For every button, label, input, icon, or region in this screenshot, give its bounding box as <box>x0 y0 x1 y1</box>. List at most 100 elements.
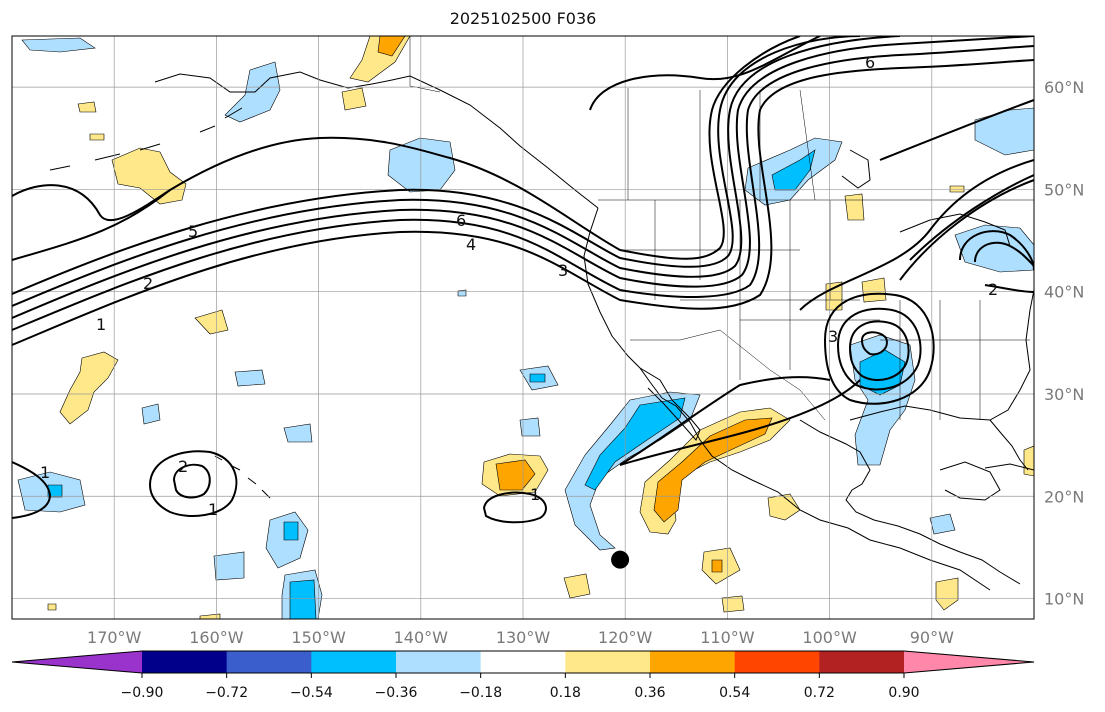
colorbar-tick-label: −0.18 <box>459 685 502 701</box>
colorbar-segment <box>650 651 736 673</box>
contour-low-outer <box>823 292 935 405</box>
contour-outer-3 <box>12 36 1034 319</box>
colorbar-segment <box>734 651 820 673</box>
colorbar-tick-label: 0.54 <box>719 685 750 701</box>
gulf-north-coast <box>849 369 1031 421</box>
neg-area-9 <box>929 513 956 535</box>
contour-label: 2 <box>988 280 998 299</box>
pos-area-small-12 <box>1023 445 1034 477</box>
map-title: 2025102500 F036 <box>449 9 597 28</box>
pos-area-small-9 <box>563 573 591 599</box>
latitude-label: 60°N <box>1044 78 1084 97</box>
neg-area-7 <box>213 551 245 581</box>
gulf-coast <box>799 419 1021 585</box>
pos-area-hawaii-n <box>59 351 119 425</box>
contour-alaska <box>12 184 171 222</box>
florida <box>989 419 1029 471</box>
east-coast <box>1025 289 1034 371</box>
contour-west-low <box>12 461 52 519</box>
neg-area-10 <box>457 289 467 297</box>
neg-area-8-core <box>289 579 317 619</box>
graticule <box>12 36 1034 619</box>
anomaly-fill-layer <box>17 36 1034 619</box>
neg-area-hawaii-w-core <box>47 484 63 498</box>
contour-label: 3 <box>558 261 568 280</box>
west-coast <box>583 207 991 591</box>
neg-area-canada-core <box>771 149 816 191</box>
colorbar-tick-label: −0.54 <box>290 685 333 701</box>
latitude-labels: 10°N 20°N 30°N 40°N 50°N 60°N <box>1044 78 1084 608</box>
contour-label: 2 <box>178 457 188 476</box>
state-lines-2 <box>620 249 880 321</box>
longitude-label: 170°W <box>87 628 142 647</box>
contour-label: 1 <box>530 485 540 504</box>
latitude-label: 20°N <box>1044 487 1084 506</box>
contour-label: 1 <box>40 463 50 482</box>
longitude-label: 110°W <box>700 628 755 647</box>
contour-label: 1 <box>96 315 106 334</box>
neg-area-4-core <box>529 373 546 383</box>
colorbar-tick-label: −0.72 <box>205 685 248 701</box>
contour-hawaii-low <box>148 450 238 517</box>
latitude-label: 40°N <box>1044 283 1084 302</box>
colorbar-segment <box>480 651 566 673</box>
latitude-label: 30°N <box>1044 385 1084 404</box>
contour-low-mid <box>836 307 922 391</box>
contour-east-1 <box>879 99 1034 161</box>
neg-area-5 <box>519 417 541 437</box>
contour-label: 6 <box>456 211 466 230</box>
colorbar-max-extend <box>904 651 1034 673</box>
longitude-label: 150°W <box>291 628 346 647</box>
colorbar-segment <box>565 651 651 673</box>
longitude-label: 130°W <box>496 628 551 647</box>
colorbar-min-extend <box>12 651 142 673</box>
pos-area-small-1 <box>77 101 97 113</box>
latitude-label: 10°N <box>1044 590 1084 609</box>
pos-area-small-3 <box>194 309 229 335</box>
hawaii-islands <box>214 455 271 499</box>
contour-label: 3 <box>828 327 838 346</box>
pos-area-small-4 <box>844 193 865 221</box>
neg-area-baja-core <box>584 397 686 491</box>
longitude-label: 120°W <box>598 628 653 647</box>
latitude-label: 50°N <box>1044 180 1084 199</box>
pos-area-small-8-core <box>711 559 723 573</box>
alaska-coast <box>154 71 599 209</box>
se-state-lines <box>880 300 1030 420</box>
contour-label: 2 <box>143 274 153 293</box>
colorbar-segment <box>311 651 397 673</box>
contour-label: 4 <box>466 235 476 254</box>
border-layer <box>409 36 1034 421</box>
longitude-labels: 170°W 160°W 150°W 140°W 130°W 120°W 110°W 100°W… <box>87 628 954 647</box>
colorbar-tick-label: 0.18 <box>550 685 581 701</box>
longitude-label: 140°W <box>394 628 449 647</box>
contour-great-lakes-low-2 <box>974 241 1034 267</box>
colorbar-tick-labels: −0.90 −0.72 −0.54 −0.36 −0.18 0.18 0.36 0.54 0.7… <box>121 673 920 701</box>
contour-outer-4 <box>12 36 901 307</box>
colorbar-tick-label: −0.36 <box>375 685 418 701</box>
pos-area-bering-s <box>111 147 187 205</box>
colorbar-tick-label: −0.90 <box>121 685 164 701</box>
neg-area-1 <box>234 369 266 387</box>
colorbar-segment <box>396 651 482 673</box>
colorbar <box>11 650 1035 674</box>
longitude-label: 90°W <box>910 628 954 647</box>
pos-area-small-13 <box>47 603 57 611</box>
pos-area-sw-mexico <box>767 493 801 521</box>
pos-area-central-core <box>495 459 536 491</box>
neg-area-6-core <box>283 521 299 541</box>
contour-east-2-line <box>984 284 1034 293</box>
contour-label: 1 <box>208 500 218 519</box>
yucatan <box>939 461 1001 501</box>
contour-hawaii-low-inner <box>172 463 211 499</box>
pos-area-small-11 <box>935 577 959 611</box>
aleutian-islands <box>49 107 243 171</box>
cuba <box>984 463 1034 471</box>
neg-area-gulf-alaska <box>387 137 456 193</box>
pos-area-alaska-n-core <box>377 36 406 57</box>
colorbar-segment <box>142 651 228 673</box>
contour-east-4 <box>909 174 1034 261</box>
contour-label: 5 <box>188 222 198 241</box>
contour-outer-6 <box>12 36 801 261</box>
